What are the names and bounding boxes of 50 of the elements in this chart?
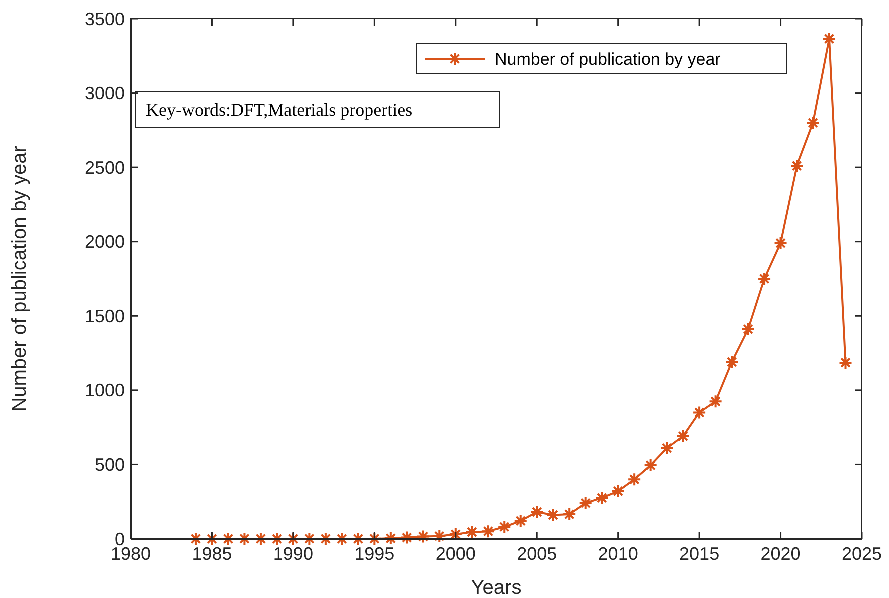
point xyxy=(838,356,853,370)
x-tick-label: 1985 xyxy=(192,544,232,564)
point xyxy=(481,524,496,539)
point xyxy=(578,496,593,510)
x-tick-label: 1995 xyxy=(354,544,395,564)
x-axis-title: Years xyxy=(471,577,522,598)
legend-label: Number of publication by year xyxy=(495,50,722,69)
y-tick-label: 1500 xyxy=(84,306,125,326)
annotation: Key-words:DFT,Materials properties xyxy=(146,100,413,120)
x-tick-label: 2010 xyxy=(598,544,638,564)
y-tick-label: 500 xyxy=(94,455,125,476)
point xyxy=(676,429,690,444)
x-tick-label: 1990 xyxy=(273,544,314,564)
point xyxy=(595,491,610,506)
point xyxy=(741,322,756,337)
point xyxy=(644,458,658,472)
x-tick-label: 1980 xyxy=(110,544,152,564)
point xyxy=(514,514,528,528)
point xyxy=(416,530,430,544)
point xyxy=(708,394,723,409)
x-tick-label: 2020 xyxy=(760,544,801,564)
x-tick-label: 2005 xyxy=(517,544,558,564)
point xyxy=(628,472,642,487)
point xyxy=(692,406,707,420)
x-tick-label: 2025 xyxy=(842,544,882,564)
point xyxy=(790,159,804,174)
y-axis-title: Number of publication by year xyxy=(9,146,31,412)
x-tick-label: 2015 xyxy=(680,544,720,564)
point xyxy=(448,528,463,542)
point xyxy=(774,236,788,250)
y-tick-label: 1000 xyxy=(84,380,125,401)
x-tick-label: 2000 xyxy=(436,544,476,564)
y-tick-label: 3000 xyxy=(84,84,125,104)
point xyxy=(611,484,626,498)
point xyxy=(384,532,398,546)
point xyxy=(498,520,512,534)
point xyxy=(546,508,560,522)
point xyxy=(562,507,577,522)
note-box: Key-words:DFT,Materials properties xyxy=(136,92,500,128)
point xyxy=(432,529,447,544)
point xyxy=(530,505,544,520)
point xyxy=(806,116,820,130)
point xyxy=(758,272,772,286)
y-tick-label: 2500 xyxy=(84,158,125,178)
point xyxy=(660,441,674,456)
y-tick-label: 3500 xyxy=(84,9,125,30)
point xyxy=(205,532,220,546)
y-tick-label: 2000 xyxy=(84,232,125,252)
point xyxy=(725,355,740,370)
point xyxy=(465,525,480,540)
